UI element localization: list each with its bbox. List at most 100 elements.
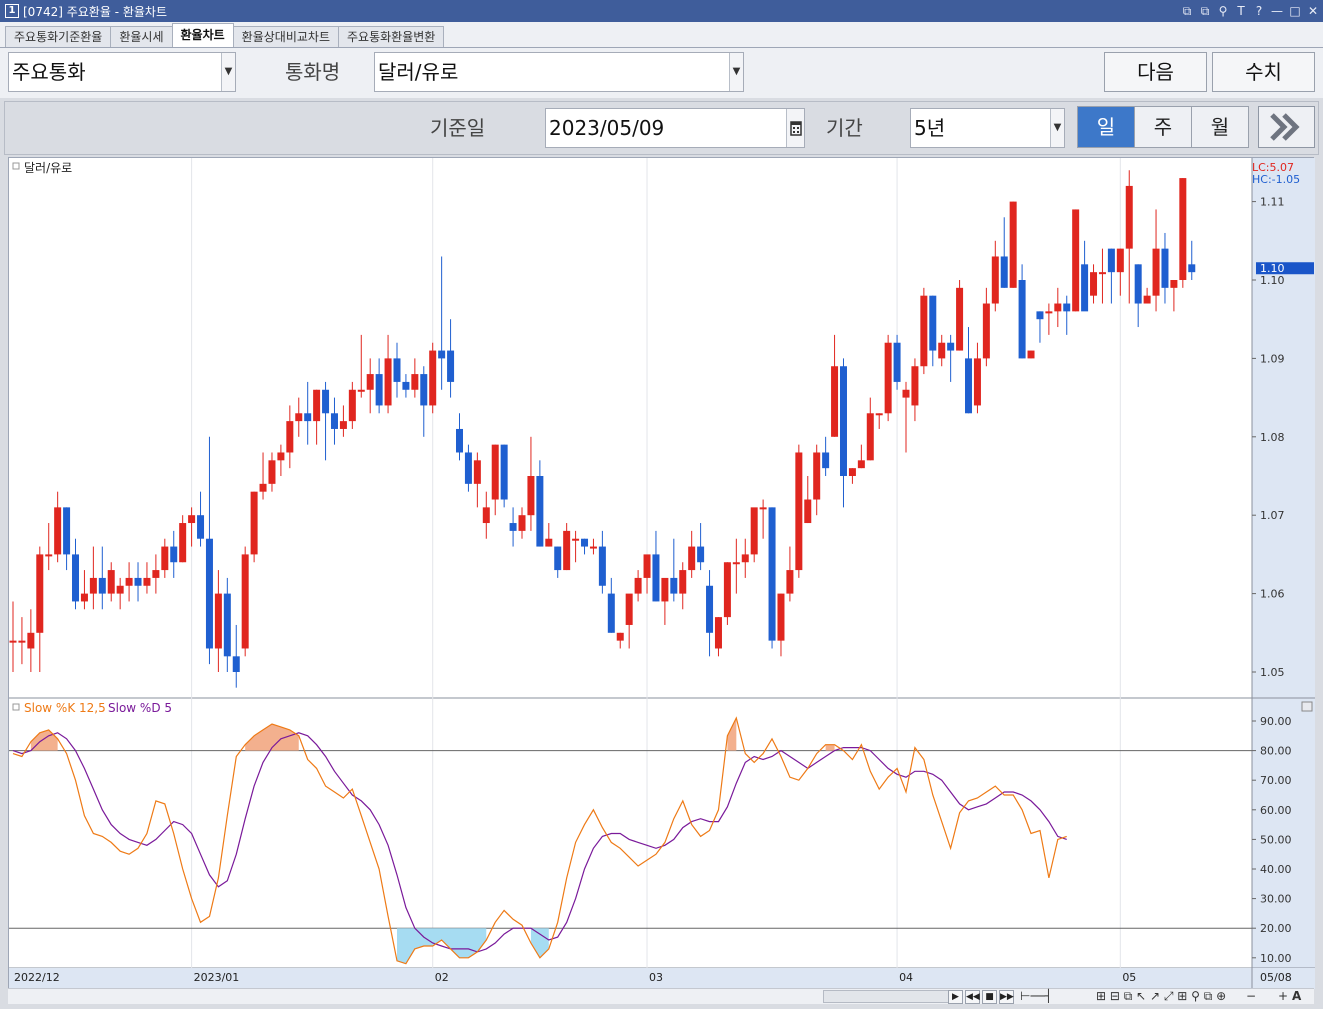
next-button[interactable]: 다음 bbox=[1104, 52, 1207, 92]
pin-icon[interactable]: ⚲ bbox=[1218, 4, 1228, 18]
panel-close-icon[interactable] bbox=[1301, 701, 1313, 712]
fast-forward-icon[interactable]: ▶▶ bbox=[999, 990, 1014, 1004]
candle-body bbox=[116, 585, 124, 594]
fast-forward-button[interactable] bbox=[1258, 106, 1315, 148]
candle-body bbox=[1143, 295, 1151, 304]
candle-body bbox=[464, 452, 472, 484]
chart-area[interactable]: 달러/유로 LC:5.07 HC:-1.05 Slow %K 12,5 Slow… bbox=[8, 157, 1315, 989]
y-tick-label: 1.05 bbox=[1260, 666, 1285, 679]
candle-body bbox=[634, 577, 642, 594]
candle-body bbox=[938, 342, 946, 359]
maximize-icon[interactable]: □ bbox=[1289, 4, 1301, 18]
y-axis-panel bbox=[9, 158, 1315, 989]
app-icon: 1 bbox=[5, 4, 19, 18]
copy-window-icon[interactable]: ⧉ bbox=[1200, 3, 1210, 18]
candle-body bbox=[107, 570, 115, 594]
slow-d-line bbox=[12, 732, 1067, 953]
period-value: 5년 bbox=[914, 116, 946, 140]
auto-scale-icon[interactable]: A bbox=[1292, 989, 1302, 1003]
candle-body bbox=[339, 421, 347, 429]
candle-body bbox=[965, 358, 973, 414]
candle-body bbox=[697, 546, 705, 563]
y-axis-background bbox=[1252, 158, 1315, 968]
chart-scrollbar[interactable]: ▶ ◀◀ ■ ▶▶ ⊢──┤ ⊞ ⊟ ⧉ ↖ ↗ ⤢ ⊞ ⚲ ⧉ ⊕ − + A bbox=[8, 988, 1314, 1004]
candlestick-series bbox=[9, 170, 1196, 688]
candle-body bbox=[929, 295, 937, 351]
candle-body bbox=[250, 491, 258, 555]
candle-body bbox=[152, 570, 160, 578]
stoch-tick-label: 10.00 bbox=[1260, 952, 1292, 965]
rewind-icon[interactable]: ◀◀ bbox=[965, 990, 980, 1004]
overbought-fill bbox=[825, 744, 835, 751]
y-tick-label: 1.11 bbox=[1260, 196, 1285, 209]
scroll-track[interactable] bbox=[823, 990, 953, 1003]
candle-body bbox=[1063, 303, 1071, 312]
currency-group-select[interactable]: 주요통화 ▼ bbox=[8, 52, 236, 92]
stoch-k-label: Slow %K 12,5 bbox=[24, 701, 106, 715]
candle-body bbox=[134, 577, 142, 586]
candle-body bbox=[268, 460, 276, 484]
candle-body bbox=[831, 366, 839, 437]
candle-body bbox=[18, 640, 26, 643]
candle-body bbox=[447, 350, 455, 382]
candle-body bbox=[768, 507, 776, 641]
candle-body bbox=[36, 554, 44, 633]
tab-relative-comparison-chart[interactable]: 환율상대비교차트 bbox=[232, 26, 339, 47]
stochastic-lines bbox=[12, 716, 1067, 965]
interval-daily-button[interactable]: 일 bbox=[1077, 106, 1135, 148]
candle-body bbox=[9, 640, 17, 643]
candle-body bbox=[875, 413, 883, 416]
overbought-fill bbox=[245, 723, 299, 751]
base-date-value: 2023/05/09 bbox=[549, 116, 665, 140]
tab-rate-chart[interactable]: 환율차트 bbox=[171, 23, 234, 47]
candle-body bbox=[839, 366, 847, 476]
currency-name-value: 달러/유로 bbox=[378, 60, 459, 84]
calendar-icon[interactable] bbox=[786, 109, 804, 147]
candle-body bbox=[866, 413, 874, 461]
zoom-in-icon[interactable]: + bbox=[1278, 989, 1289, 1003]
base-date-input[interactable]: 2023/05/09 bbox=[545, 108, 805, 148]
values-button[interactable]: 수치 bbox=[1212, 52, 1315, 92]
candle-body bbox=[804, 499, 812, 524]
axis-labels: 달러/유로 LC:5.07 HC:-1.05 Slow %K 12,5 Slow… bbox=[12, 161, 1314, 984]
candle-body bbox=[750, 507, 758, 555]
x-tick-label: 05 bbox=[1122, 971, 1136, 984]
candle-body bbox=[1125, 185, 1133, 249]
scroll-right-icon[interactable]: ▶ bbox=[948, 990, 963, 1004]
interval-weekly-button[interactable]: 주 bbox=[1134, 106, 1192, 148]
help-icon[interactable]: ? bbox=[1255, 4, 1263, 18]
candle-body bbox=[295, 413, 303, 422]
candle-body bbox=[54, 507, 62, 555]
candle-body bbox=[232, 656, 240, 672]
candle-body bbox=[456, 428, 463, 453]
link-window-icon[interactable]: ⧉ bbox=[1182, 3, 1192, 18]
candle-body bbox=[1081, 264, 1089, 312]
chevron-down-icon[interactable]: ▼ bbox=[221, 53, 235, 91]
chevron-down-icon[interactable]: ▼ bbox=[1050, 109, 1064, 147]
stochastic-fill bbox=[30, 718, 835, 964]
stop-icon[interactable]: ■ bbox=[982, 990, 997, 1004]
candle-body bbox=[214, 593, 222, 649]
zoom-slider-icon[interactable]: ⊢──┤ bbox=[1020, 989, 1053, 1003]
candle-body bbox=[661, 577, 669, 602]
candle-body bbox=[429, 350, 437, 406]
candle-body bbox=[1054, 303, 1062, 312]
candle-body bbox=[143, 577, 151, 586]
chart-tools-icon[interactable]: ⊞ ⊟ ⧉ ↖ ↗ ⤢ ⊞ ⚲ ⧉ ⊕ bbox=[1096, 989, 1227, 1003]
x-tick-label: 02 bbox=[435, 971, 449, 984]
tab-major-currency-base-rate[interactable]: 주요통화기준환율 bbox=[5, 26, 112, 47]
chevron-down-icon[interactable]: ▼ bbox=[729, 53, 743, 91]
window-title: [0742] 주요환율 - 환율차트 bbox=[23, 4, 167, 19]
tab-currency-conversion[interactable]: 주요통화환율변환 bbox=[338, 26, 445, 47]
candle-body bbox=[607, 593, 615, 633]
minimize-icon[interactable]: — bbox=[1271, 4, 1283, 18]
tab-rate-quotes[interactable]: 환율시세 bbox=[110, 26, 173, 47]
currency-name-select[interactable]: 달러/유로 ▼ bbox=[374, 52, 744, 92]
zoom-out-icon[interactable]: − bbox=[1246, 989, 1257, 1003]
candle-body bbox=[509, 523, 517, 531]
font-size-icon[interactable]: T bbox=[1237, 4, 1245, 18]
close-icon[interactable]: ✕ bbox=[1307, 4, 1319, 18]
interval-monthly-button[interactable]: 월 bbox=[1191, 106, 1249, 148]
period-select[interactable]: 5년 ▼ bbox=[910, 108, 1065, 148]
candle-body bbox=[384, 358, 392, 406]
